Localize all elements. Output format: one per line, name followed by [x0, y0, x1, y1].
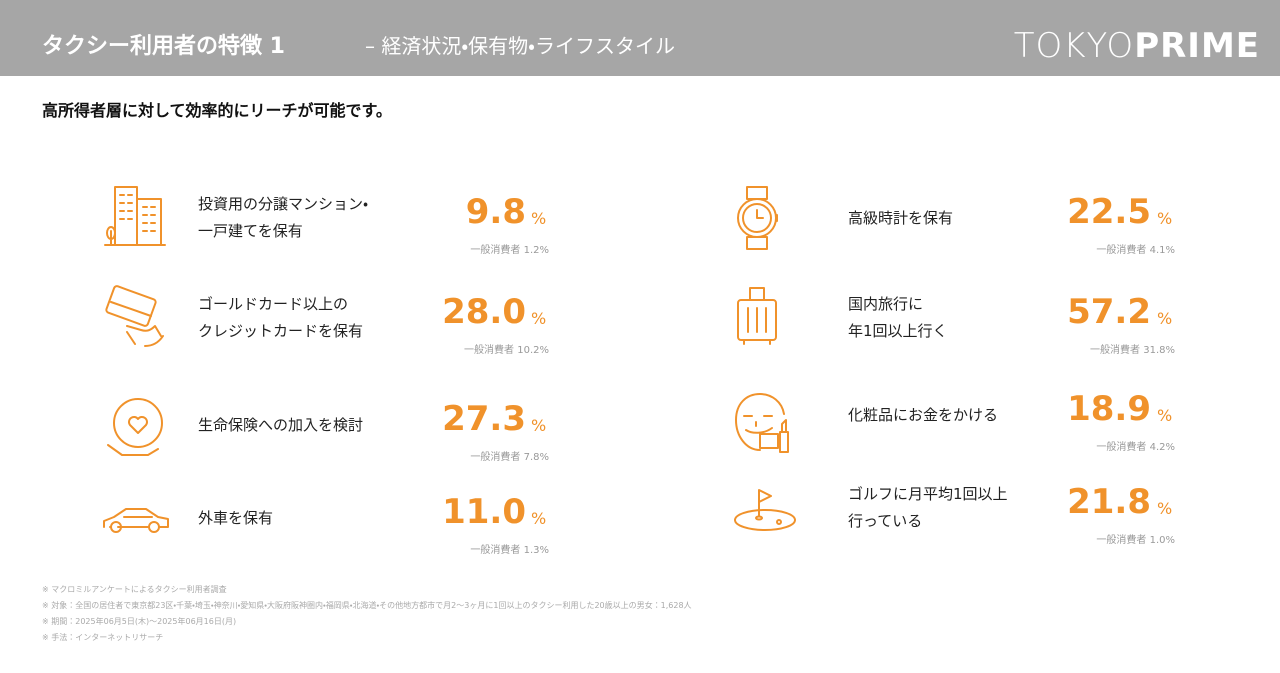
- item-label: 高級時計を保有: [848, 208, 954, 227]
- item-label: 行っている: [848, 512, 923, 530]
- item-unit: %: [531, 509, 547, 528]
- item-compare: 一般消費者 1.3%: [470, 545, 549, 556]
- item-value: 11.0: [442, 492, 526, 532]
- item-compare: 一般消費者 1.2%: [470, 245, 549, 256]
- item-label: 国内旅行に: [848, 295, 924, 313]
- item-label: 化粧品にお金をかける: [848, 405, 999, 424]
- item-value: 57.2: [1067, 292, 1151, 332]
- logo-light: TOKYO: [1013, 26, 1135, 66]
- item-unit: %: [531, 209, 547, 228]
- item-value: 21.8: [1067, 482, 1151, 522]
- item-value: 18.9: [1067, 389, 1151, 429]
- logo-bold: PRIME: [1134, 26, 1260, 66]
- item-unit: %: [1157, 499, 1173, 518]
- item-label: 生命保険への加入を検討: [198, 415, 364, 434]
- item-unit: %: [1157, 406, 1173, 425]
- footnote: ※ 対象：全国の居住者で東京都23区・千葉・埼玉・神奈川・愛知県・大阪府阪神圏内…: [42, 601, 692, 610]
- cosmetics-icon: [735, 393, 789, 453]
- item-unit: %: [531, 416, 547, 435]
- item-unit: %: [531, 309, 547, 328]
- item-label: ゴルフに月平均1回以上: [848, 485, 1008, 503]
- item-label: ゴールドカード以上の: [198, 295, 349, 313]
- lead: 高所得者層に対して効率的にリーチが可能です。: [42, 101, 392, 120]
- watch-icon: [737, 186, 778, 250]
- item-unit: %: [1157, 309, 1173, 328]
- insurance-icon: [107, 398, 163, 456]
- item-value: 28.0: [442, 292, 526, 332]
- card-icon: [105, 285, 164, 347]
- item-value: 27.3: [442, 399, 526, 439]
- item-label: 外車を保有: [198, 508, 274, 527]
- item-label: クレジットカードを保有: [198, 322, 364, 340]
- car-icon: [103, 508, 169, 533]
- item-compare: 一般消費者 10.2%: [464, 345, 549, 356]
- item-unit: %: [1157, 209, 1173, 228]
- golf-icon: [734, 489, 796, 531]
- item-label: 年1回以上行く: [848, 322, 948, 340]
- footnote: ※ 手法：インターネットリサーチ: [42, 633, 164, 642]
- item-compare: 一般消費者 31.8%: [1090, 345, 1175, 356]
- item-compare: 一般消費者 4.2%: [1096, 442, 1175, 453]
- item-label: 一戸建てを保有: [198, 222, 303, 240]
- item-value: 9.8: [465, 192, 526, 232]
- logo: TOKYOPRIME: [1014, 26, 1260, 66]
- item-label: 投資用の分譲マンション・: [198, 195, 369, 213]
- item-compare: 一般消費者 1.0%: [1096, 535, 1175, 546]
- footnote: ※ 期間：2025年06月5日(木)～2025年06月16日(月): [42, 617, 237, 626]
- footnote: ※ マクロミルアンケートによるタクシー利用者調査: [42, 585, 227, 594]
- subtitle: – 経済状況・保有物・ライフスタイル: [365, 34, 675, 58]
- item-compare: 一般消費者 7.8%: [470, 452, 549, 463]
- item-value: 22.5: [1067, 192, 1151, 232]
- title: タクシー利用者の特徴 1: [42, 34, 285, 59]
- header-band: [0, 0, 1280, 76]
- item-compare: 一般消費者 4.1%: [1096, 245, 1175, 256]
- suitcase-icon: [737, 287, 777, 345]
- building-icon: [104, 186, 166, 246]
